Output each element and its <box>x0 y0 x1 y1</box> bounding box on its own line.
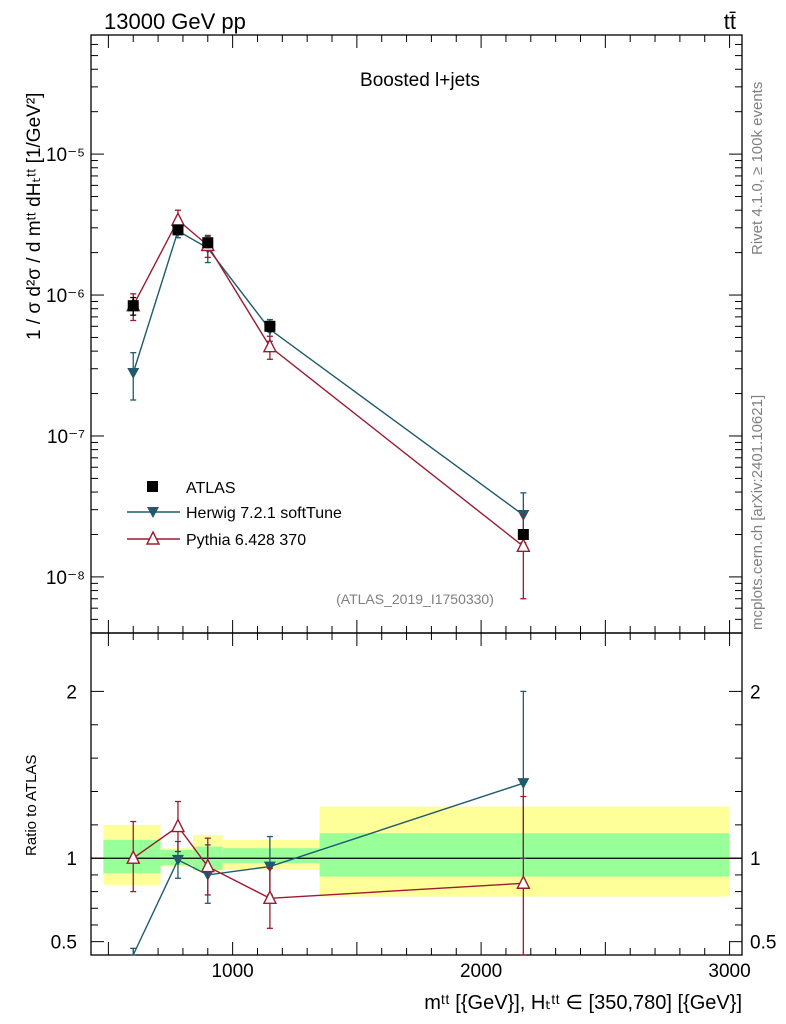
series-line <box>132 218 524 547</box>
ratio-y-tick-label-right: 0.5 <box>750 933 776 954</box>
y-tick-label: 10⁻⁷ <box>47 427 85 448</box>
data-point-atlas <box>127 300 139 312</box>
ratio-band-inner <box>222 848 320 864</box>
data-point-pythia <box>262 338 278 353</box>
plot-title: Boosted l+jets <box>360 70 480 91</box>
y-tick-label: 10⁻⁸ <box>46 568 85 589</box>
data-point-atlas <box>264 320 276 332</box>
legend-pythia-marker <box>145 530 161 545</box>
main-y-axis-label: 1 / σ d²σ / d mᵗᵗ dHₜᵗᵗ [1/GeV²] <box>24 93 45 340</box>
main-panel: 10⁻⁸ 10⁻⁷ 10⁻⁶ 10⁻⁵ Boosted l+jets (ATLAS_2… <box>46 34 743 634</box>
data-point-pythia <box>262 889 278 904</box>
y-tick-label: 10⁻⁵ <box>46 145 85 166</box>
y-tick-label: 10⁻⁶ <box>46 286 85 307</box>
ratio-y-tick-label-right: 2 <box>750 682 761 703</box>
header-right: tt̄ <box>724 9 736 34</box>
x-tick-label: 2000 <box>460 961 502 982</box>
x-tick-label: 3000 <box>708 961 750 982</box>
legend-pythia-label: Pythia 6.428 370 <box>186 532 306 549</box>
x-tick-label: 1000 <box>211 961 253 982</box>
main-series <box>126 209 531 600</box>
series-line <box>132 229 524 516</box>
source-reference: mcplots.cern.ch [arXiv:2401.10621] <box>749 395 766 630</box>
data-point-herwig <box>127 367 140 379</box>
analysis-id: (ATLAS_2019_I1750330) <box>336 591 494 607</box>
rivet-version: Rivet 4.1.0, ≥ 100k events <box>749 82 766 255</box>
legend-herwig-label: Herwig 7.2.1 softTune <box>186 505 342 522</box>
ratio-bands <box>91 806 742 897</box>
legend-atlas-marker <box>147 481 158 492</box>
legend-herwig-marker <box>147 507 159 518</box>
ratio-ticks: 0.5 0.5 1 1 2 2 1000 2000 3000 <box>51 633 776 982</box>
legend: ATLAS Herwig 7.2.1 softTune Pythia 6.428… <box>127 480 342 549</box>
data-point-pythia <box>200 858 215 873</box>
data-point-herwig <box>263 861 276 873</box>
ratio-y-tick-label-left: 1 <box>66 849 77 870</box>
data-point-atlas <box>517 528 529 540</box>
ratio-y-tick-label-left: 0.5 <box>51 933 77 954</box>
data-point-herwig <box>517 778 530 790</box>
data-point-pythia <box>516 537 531 552</box>
ratio-y-tick-label-right: 1 <box>750 849 761 870</box>
main-ticks: 10⁻⁸ 10⁻⁷ 10⁻⁶ 10⁻⁵ <box>46 35 742 634</box>
x-axis-label: mᵗᵗ [{GeV}], Hₜᵗᵗ ∈ [350,780] [{GeV}] <box>424 992 742 1014</box>
ratio-y-axis-label: Ratio to ATLAS <box>23 755 40 856</box>
data-point-pythia <box>170 817 186 833</box>
ratio-panel: 0.5 0.5 1 1 2 2 1000 2000 3000 <box>51 632 776 982</box>
ratio-series <box>126 690 531 956</box>
data-point-pythia <box>516 874 531 889</box>
header-left: 13000 GeV pp <box>104 9 246 34</box>
ratio-frame <box>90 632 743 956</box>
legend-atlas-label: ATLAS <box>186 480 236 497</box>
ratio-y-tick-label-left: 2 <box>66 682 77 703</box>
data-point-pythia <box>170 211 186 226</box>
data-point-herwig <box>171 854 184 866</box>
data-point-atlas <box>172 224 184 236</box>
data-point-pythia <box>126 849 141 864</box>
data-point-atlas <box>202 237 214 249</box>
ratio-band-inner <box>319 833 730 877</box>
